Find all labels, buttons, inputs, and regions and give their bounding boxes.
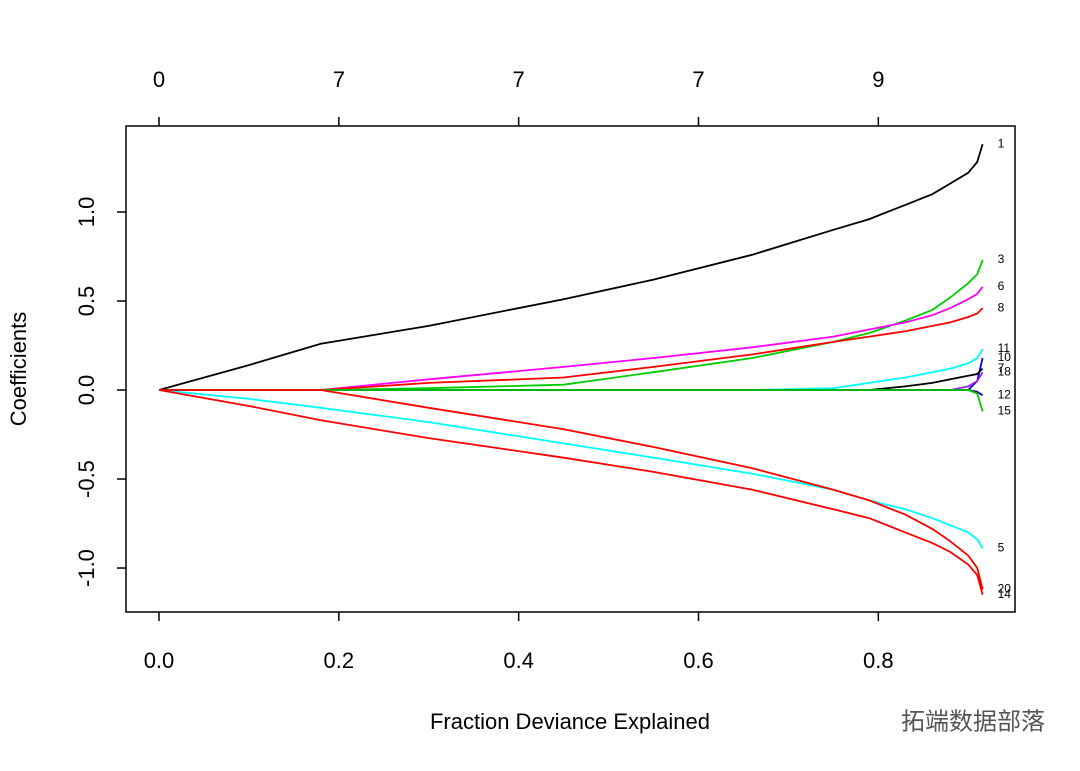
path-label: 11 [998, 341, 1011, 355]
path-label: 14 [998, 587, 1012, 601]
y-axis-title: Coefficients [6, 312, 31, 427]
y-tick-label: 1.0 [74, 197, 99, 228]
top-tick-label: 9 [872, 67, 884, 92]
watermark: 拓端数据部落 [901, 708, 1045, 735]
coef-path [159, 367, 984, 391]
coef-path [158, 144, 984, 391]
path-label: 6 [998, 279, 1005, 293]
path-label: 10 [998, 350, 1012, 364]
y-tick-label: -1.0 [74, 549, 99, 587]
path-label: 7 [998, 361, 1005, 375]
path-label: 5 [998, 541, 1005, 555]
coef-path [159, 371, 984, 391]
top-tick-label: 7 [513, 67, 525, 92]
top-tick-label: 7 [692, 67, 704, 92]
y-tick-label: 0.5 [74, 286, 99, 317]
coef-path [159, 389, 984, 412]
y-tick-label: -0.5 [74, 460, 99, 498]
coef-path [159, 307, 984, 391]
coef-path [159, 259, 984, 391]
path-label: 18 [998, 364, 1012, 378]
coef-path [159, 286, 984, 391]
path-label: 8 [998, 300, 1005, 314]
path-label: 3 [998, 252, 1005, 266]
path-label: 15 [998, 404, 1012, 418]
coef-path [158, 389, 984, 595]
path-label: 1 [998, 137, 1005, 151]
path-label: 20 [998, 582, 1012, 596]
coef-path [159, 389, 984, 590]
x-tick-label: 0.0 [144, 648, 175, 673]
plot-frame [125, 125, 1016, 613]
top-tick-label: 0 [153, 67, 165, 92]
x-tick-label: 0.4 [503, 648, 534, 673]
y-tick-label: 0.0 [74, 375, 99, 406]
x-tick-label: 0.8 [863, 648, 894, 673]
path-label: 12 [998, 388, 1012, 402]
x-tick-label: 0.6 [683, 648, 714, 673]
x-tick-label: 0.2 [324, 648, 355, 673]
top-tick-label: 7 [333, 67, 345, 92]
x-axis-title: Fraction Deviance Explained [430, 709, 710, 734]
coef-path [158, 389, 984, 549]
